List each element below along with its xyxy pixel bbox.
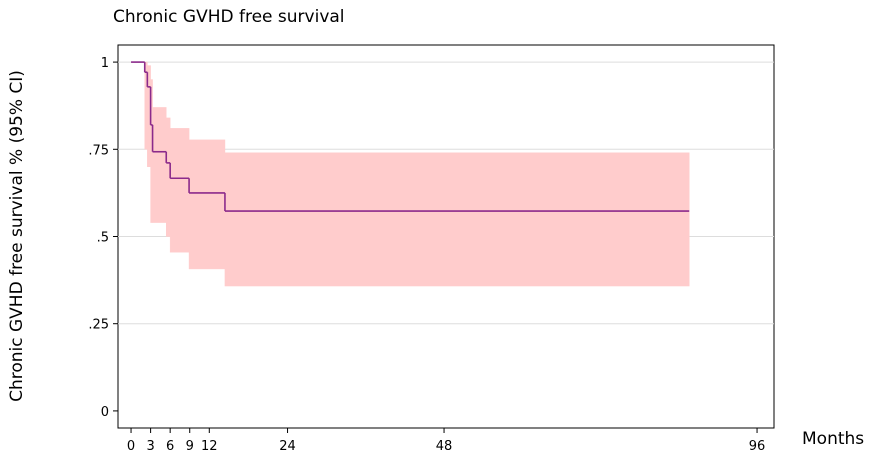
x-tick-label: 6 — [166, 439, 174, 454]
ci-band — [152, 107, 167, 223]
x-tick-label: 24 — [279, 439, 296, 454]
ci-band — [188, 139, 226, 270]
y-tick-label: 0 — [101, 405, 109, 420]
x-tick-label: 0 — [127, 439, 135, 454]
ci-band — [169, 128, 190, 253]
x-tick-label: 96 — [749, 439, 766, 454]
x-tick-label: 9 — [186, 439, 194, 454]
y-axis-label: Chronic GVHD free survival % (95% CI) — [7, 70, 27, 402]
y-tick-label: 1 — [101, 56, 109, 71]
x-tick-label: 48 — [436, 439, 453, 454]
y-tick-label: .25 — [88, 318, 109, 333]
x-tick-label: 3 — [146, 439, 154, 454]
ci-band — [224, 152, 690, 287]
x-tick-label: 12 — [201, 439, 218, 454]
y-tick-label: .5 — [97, 231, 109, 246]
x-axis-label: Months — [802, 429, 864, 449]
y-tick-label: .75 — [88, 143, 109, 158]
chart-title: Chronic GVHD free survival — [113, 7, 345, 27]
